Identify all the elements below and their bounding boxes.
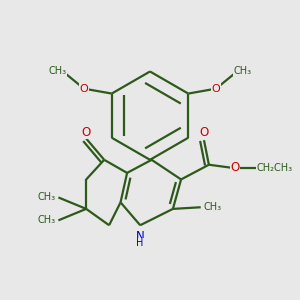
Text: CH₃: CH₃	[38, 192, 56, 203]
Text: O: O	[82, 125, 91, 139]
Text: O: O	[200, 127, 208, 140]
Text: CH₃: CH₃	[203, 202, 221, 212]
Text: CH₃: CH₃	[49, 66, 67, 76]
Text: N: N	[136, 230, 145, 243]
Text: O: O	[212, 84, 220, 94]
Text: CH₂CH₃: CH₂CH₃	[256, 163, 292, 173]
Text: O: O	[80, 84, 88, 94]
Text: O: O	[230, 161, 240, 175]
Text: H: H	[136, 238, 144, 248]
Text: CH₃: CH₃	[233, 66, 251, 76]
Text: CH₃: CH₃	[38, 215, 56, 225]
